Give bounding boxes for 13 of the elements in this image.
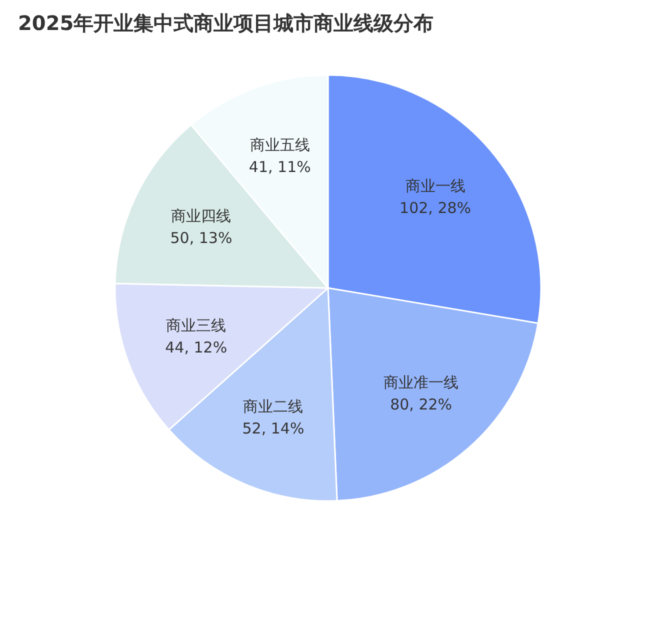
chart-title: 2025年开业集中式商业项目城市商业线级分布 [18, 11, 434, 35]
data-label: 44, 12% [165, 338, 228, 357]
data-label: 80, 22% [390, 395, 452, 414]
data-label: 102, 28% [400, 199, 472, 218]
slice-label: 商业二线 [243, 397, 304, 416]
data-label: 41, 11% [248, 158, 311, 176]
data-label: 52, 14% [242, 419, 304, 438]
slice-label: 商业五线 [250, 136, 310, 154]
slice-label: 商业三线 [166, 316, 226, 335]
data-label: 50, 13% [170, 229, 232, 248]
slice-label: 商业一线 [405, 177, 466, 196]
slice-label: 商业四线 [171, 207, 232, 226]
slice-label: 商业准一线 [384, 373, 459, 392]
